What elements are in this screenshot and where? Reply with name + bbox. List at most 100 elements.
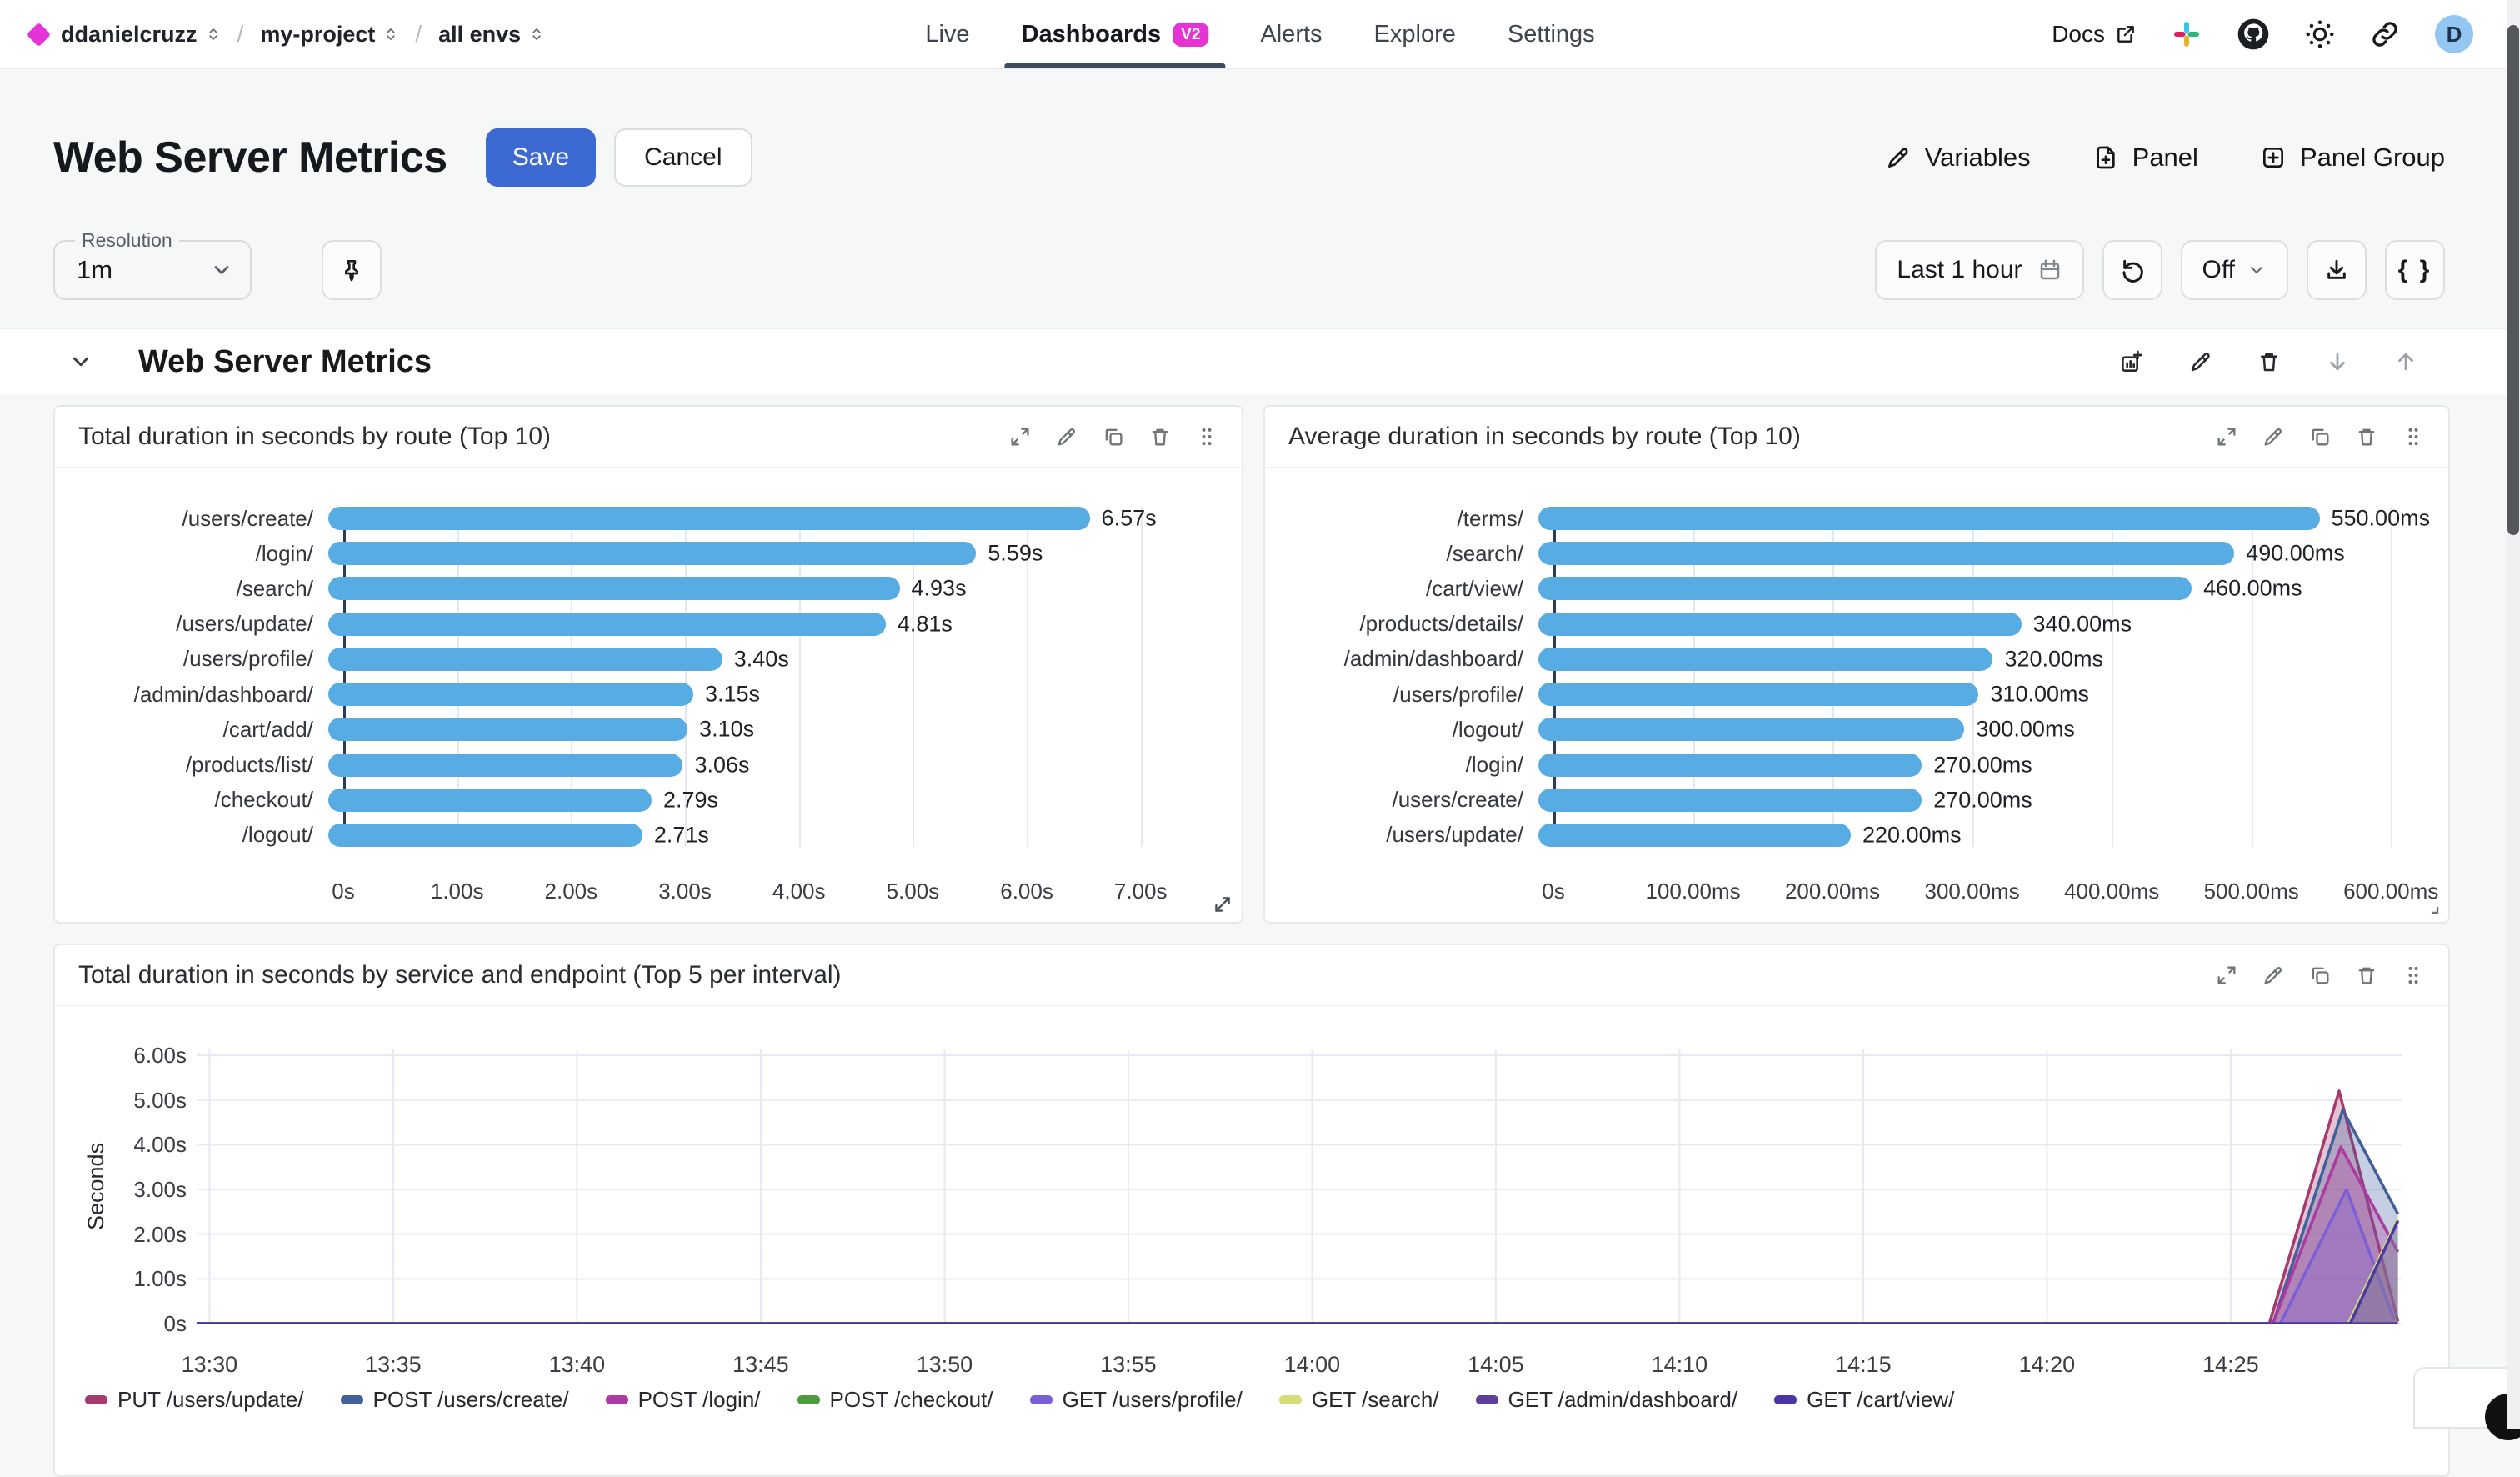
edit-panel-button[interactable] bbox=[2262, 425, 2285, 448]
resolution-select[interactable]: Resolution 1m bbox=[53, 240, 252, 300]
legend-item[interactable]: POST /checkout/ bbox=[798, 1387, 993, 1413]
drag-handle-panel-button[interactable] bbox=[2402, 964, 2425, 987]
legend-item[interactable]: GET /admin/dashboard/ bbox=[1476, 1387, 1738, 1413]
expand-panel-button[interactable] bbox=[1008, 425, 1032, 448]
resize-handle-icon[interactable] bbox=[1212, 894, 1233, 915]
brand-diamond-logo[interactable] bbox=[27, 22, 52, 47]
variables-button[interactable]: Variables bbox=[1885, 143, 2031, 173]
brightness-icon[interactable] bbox=[2305, 19, 2335, 49]
delete-panel-button[interactable] bbox=[2355, 425, 2378, 448]
drag-handle-panel-button[interactable] bbox=[2402, 425, 2425, 448]
expand-panel-button[interactable] bbox=[2215, 964, 2238, 987]
bar[interactable] bbox=[328, 683, 693, 706]
project-selector[interactable]: my-project bbox=[260, 22, 398, 48]
bar[interactable] bbox=[1538, 789, 1922, 812]
legend-label: GET /cart/view/ bbox=[1807, 1387, 1954, 1413]
resize-handle-icon[interactable] bbox=[2422, 897, 2442, 917]
delete-icon bbox=[2257, 349, 2282, 374]
tab-settings[interactable]: Settings bbox=[1508, 0, 1595, 68]
chevron-down-icon bbox=[2247, 260, 2267, 280]
time-range-button[interactable]: Last 1 hour bbox=[1875, 240, 2083, 300]
legend-item[interactable]: POST /users/create/ bbox=[341, 1387, 569, 1413]
add-panel-group-button[interactable]: Panel Group bbox=[2260, 143, 2445, 173]
calendar-icon bbox=[2038, 258, 2062, 283]
bar[interactable] bbox=[328, 542, 976, 565]
auto-refresh-select[interactable]: Off bbox=[2181, 240, 2288, 300]
bar[interactable] bbox=[1538, 613, 2022, 636]
env-selector[interactable]: all envs bbox=[438, 22, 544, 48]
download-button[interactable] bbox=[2307, 240, 2367, 300]
delete-panel-button[interactable] bbox=[2355, 964, 2378, 987]
tab-explore[interactable]: Explore bbox=[1374, 0, 1456, 68]
tab-live[interactable]: Live bbox=[925, 0, 969, 68]
value-label: 2.79s bbox=[663, 787, 718, 813]
duplicate-panel-button[interactable] bbox=[1102, 425, 1125, 448]
drag-handle-icon bbox=[1195, 425, 1218, 448]
legend-item[interactable]: GET /users/profile/ bbox=[1030, 1387, 1242, 1413]
scrollbar-thumb[interactable] bbox=[2508, 25, 2519, 535]
tab-alerts[interactable]: Alerts bbox=[1260, 0, 1322, 68]
docs-link[interactable]: Docs bbox=[2052, 21, 2137, 48]
refresh-button[interactable] bbox=[2102, 240, 2162, 300]
bar[interactable] bbox=[1538, 648, 1992, 671]
legend-item[interactable]: GET /search/ bbox=[1279, 1387, 1439, 1413]
bar[interactable] bbox=[328, 824, 642, 847]
save-button[interactable]: Save bbox=[486, 128, 596, 187]
bar[interactable] bbox=[1538, 754, 1922, 777]
json-view-button[interactable]: { } bbox=[2385, 240, 2445, 300]
value-label: 2.71s bbox=[654, 822, 709, 848]
add-panel-to-group-button[interactable] bbox=[2118, 348, 2145, 375]
bar[interactable] bbox=[1538, 718, 1964, 741]
bar[interactable] bbox=[1538, 577, 2192, 600]
y-tick-label: 5.00s bbox=[95, 1088, 187, 1114]
panel-title: Total duration in seconds by route (Top … bbox=[78, 423, 551, 451]
link-icon[interactable] bbox=[2370, 19, 2400, 49]
bar[interactable] bbox=[1538, 507, 2320, 530]
delete-group-button[interactable] bbox=[2257, 349, 2282, 374]
slack-icon[interactable] bbox=[2172, 19, 2202, 49]
bar-row: /users/create/270.00ms bbox=[1288, 789, 2413, 812]
drag-handle-panel-button[interactable] bbox=[1195, 425, 1218, 448]
edit-group-button[interactable] bbox=[2188, 349, 2213, 374]
github-icon[interactable] bbox=[2237, 18, 2270, 51]
avatar[interactable]: D bbox=[2435, 15, 2473, 53]
tab-label: Alerts bbox=[1260, 21, 1322, 48]
bar[interactable] bbox=[1538, 824, 1851, 847]
edit-panel-button[interactable] bbox=[2262, 964, 2285, 987]
collapse-chevron-icon[interactable] bbox=[68, 349, 93, 374]
duplicate-panel-button[interactable] bbox=[2308, 425, 2332, 448]
bar[interactable] bbox=[328, 613, 886, 636]
legend-item[interactable]: GET /cart/view/ bbox=[1774, 1387, 1954, 1413]
panel-header: Average duration in seconds by route (To… bbox=[1265, 407, 2448, 468]
variables-label: Variables bbox=[1925, 143, 2031, 173]
bar[interactable] bbox=[328, 789, 652, 812]
duplicate-panel-button[interactable] bbox=[2308, 964, 2332, 987]
move-group-down-button[interactable] bbox=[2325, 349, 2350, 374]
expand-panel-button[interactable] bbox=[2215, 425, 2238, 448]
chevron-down-icon bbox=[210, 258, 233, 282]
delete-panel-button[interactable] bbox=[1148, 425, 1172, 448]
legend-label: GET /admin/dashboard/ bbox=[1508, 1387, 1738, 1413]
bar[interactable] bbox=[328, 507, 1090, 530]
edit-panel-button[interactable] bbox=[1055, 425, 1078, 448]
add-panel-button[interactable]: Panel bbox=[2092, 143, 2198, 173]
cancel-button[interactable]: Cancel bbox=[614, 128, 752, 187]
legend-item[interactable]: PUT /users/update/ bbox=[85, 1387, 304, 1413]
bar[interactable] bbox=[1538, 542, 2234, 565]
bar[interactable] bbox=[328, 648, 722, 671]
scrollbar-track[interactable] bbox=[2507, 0, 2520, 1429]
bar-row: /cart/view/460.00ms bbox=[1288, 577, 2413, 600]
bar[interactable] bbox=[1538, 683, 1978, 706]
bar[interactable] bbox=[328, 718, 688, 741]
bar[interactable] bbox=[328, 754, 682, 777]
pin-resolution-button[interactable] bbox=[322, 240, 382, 300]
bar-track: 3.40s bbox=[328, 648, 1207, 671]
duplicate-icon bbox=[1102, 425, 1125, 448]
org-selector[interactable]: ddanielcruzz bbox=[61, 22, 221, 48]
legend-item[interactable]: POST /login/ bbox=[606, 1387, 761, 1413]
bar-rows: /users/create/6.57s/login/5.59s/search/4… bbox=[78, 507, 1207, 847]
bar[interactable] bbox=[328, 577, 900, 600]
bar-track: 310.00ms bbox=[1538, 683, 2413, 706]
move-group-up-button[interactable] bbox=[2393, 349, 2418, 374]
